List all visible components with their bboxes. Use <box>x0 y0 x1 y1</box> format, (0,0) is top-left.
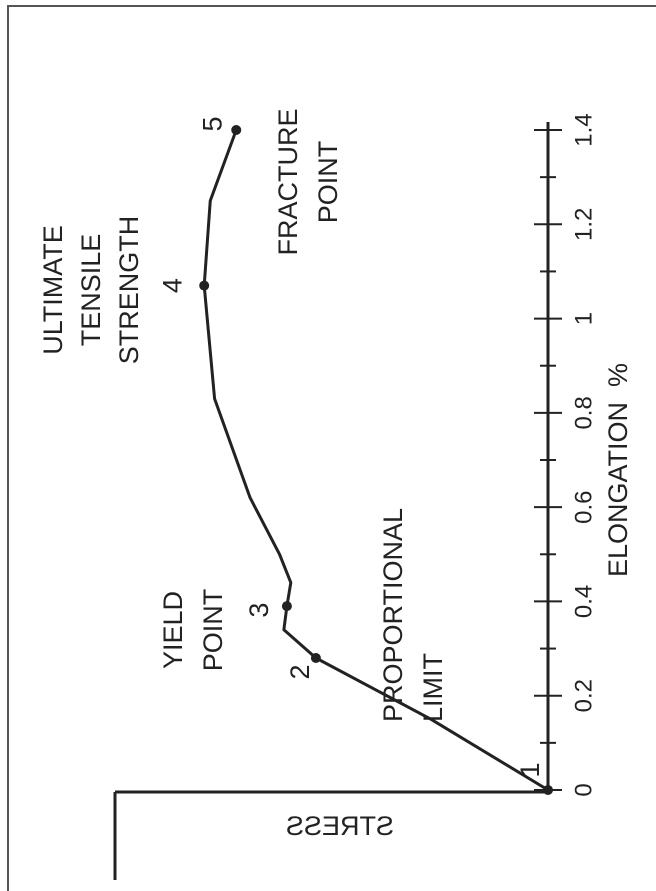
x-tick-label: 0.2 <box>570 679 597 712</box>
point-label: 3 <box>244 603 274 618</box>
x-tick-label: 1.4 <box>570 113 597 146</box>
point <box>231 125 241 135</box>
annotation: TENSILE <box>76 234 106 347</box>
x-tick-label: 1 <box>570 312 597 325</box>
x-tick-label: 0.4 <box>570 585 597 618</box>
point-label: 4 <box>157 278 187 293</box>
annotation: ULTIMATE <box>38 225 68 355</box>
y-axis-label: STRESS <box>286 811 394 841</box>
x-tick-label: 0 <box>570 783 597 796</box>
annotation: STRENGTH <box>114 216 144 365</box>
point <box>543 785 553 795</box>
point-label: 5 <box>197 116 227 131</box>
x-tick-label: 1.2 <box>570 208 597 241</box>
point <box>282 601 292 611</box>
annotation: FRACTURE <box>273 109 303 256</box>
annotation: YIELD <box>158 591 188 669</box>
chart: STRESS ELONGATION % 0 0.2 0.4 0.6 0.8 1 1.2 1.4… <box>0 0 656 891</box>
x-axis-label: ELONGATION % <box>603 363 633 577</box>
point-label: 2 <box>285 664 315 679</box>
point-label: 1 <box>515 762 545 777</box>
annotation: POINT <box>313 141 343 224</box>
x-tick-label: 0.8 <box>570 396 597 429</box>
x-tick-label: 0.6 <box>570 490 597 523</box>
curve <box>204 130 548 790</box>
point <box>199 281 209 291</box>
annotation: POINT <box>198 589 228 672</box>
annotation: LIMIT <box>418 653 448 722</box>
frame <box>8 6 656 891</box>
annotation: PROPORTIONAL <box>378 508 408 722</box>
point <box>311 653 321 663</box>
